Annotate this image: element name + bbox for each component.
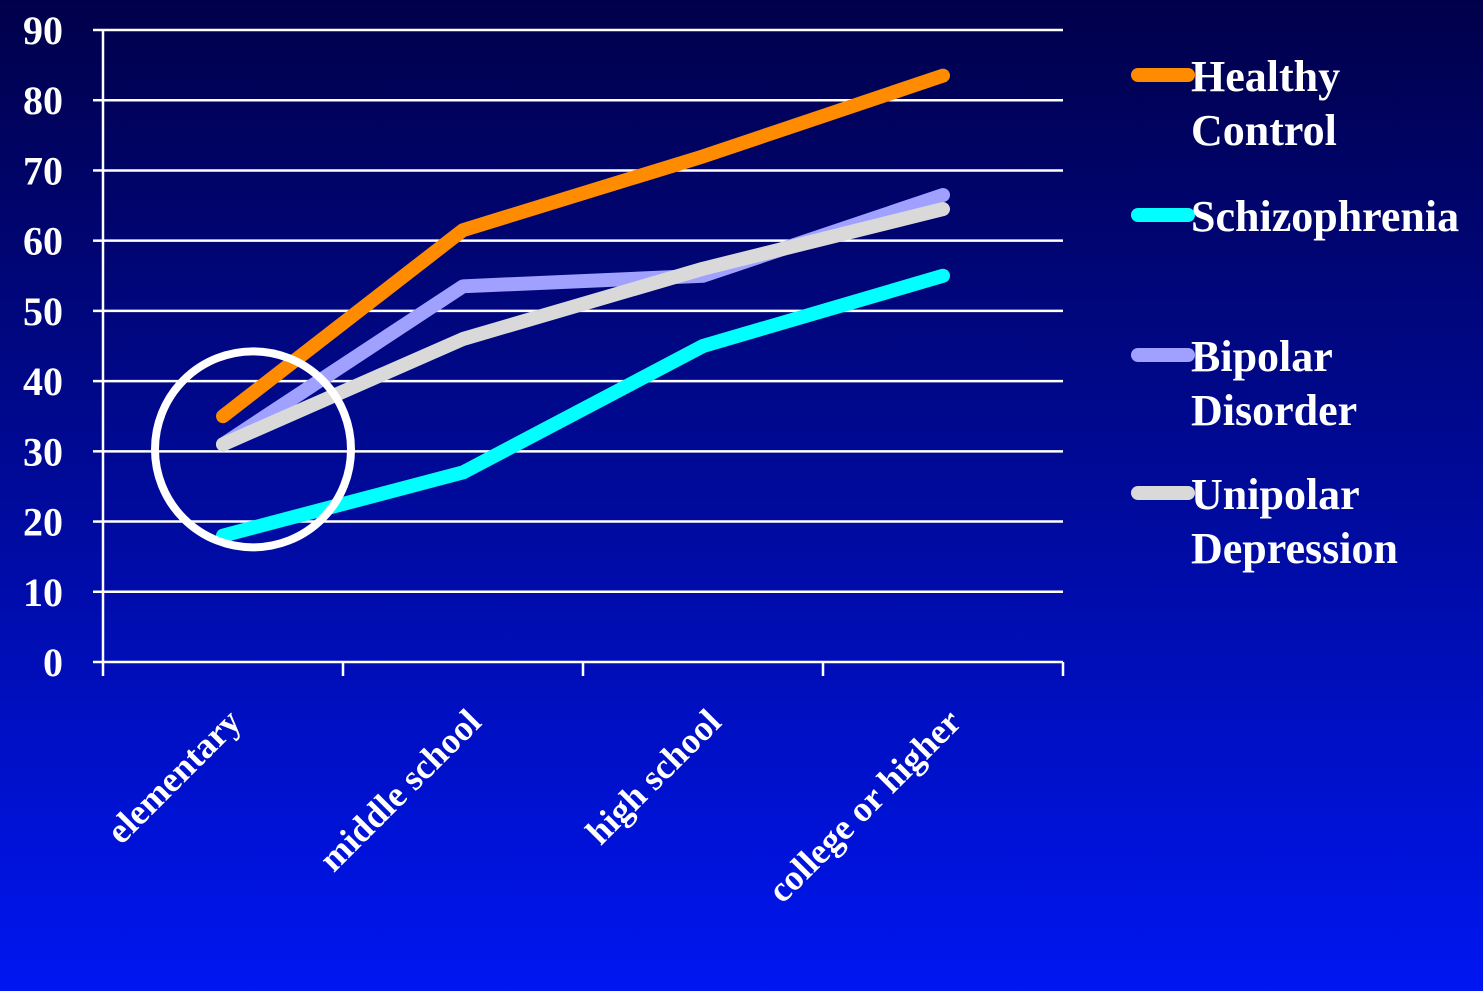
y-tick-label: 10 — [23, 570, 63, 615]
axes — [93, 28, 1065, 676]
legend-label: Control — [1191, 106, 1337, 155]
x-category-label: college or higher — [760, 701, 969, 910]
series-line — [216, 268, 950, 543]
y-tick-label: 70 — [23, 148, 63, 193]
x-category-label: elementary — [99, 701, 249, 851]
y-tick-label: 0 — [43, 640, 63, 685]
x-axis-category-labels: elementary middle school high school colleg… — [99, 701, 969, 910]
highlight-circle — [151, 347, 355, 552]
y-tick-label: 40 — [23, 359, 63, 404]
y-tick-label: 50 — [23, 289, 63, 334]
legend-label: Unipolar — [1191, 470, 1360, 519]
y-tick-label: 30 — [23, 429, 63, 474]
y-tick-label: 60 — [23, 219, 63, 264]
legend: Healthy Control Schizophrenia Bipolar Disord… — [1131, 52, 1459, 573]
series-line — [216, 202, 950, 452]
y-tick-label: 20 — [23, 500, 63, 545]
y-tick-label: 80 — [23, 78, 63, 123]
x-category-label: high school — [578, 701, 729, 852]
series-line — [216, 68, 950, 424]
legend-label: Disorder — [1191, 386, 1357, 435]
legend-label: Depression — [1191, 524, 1398, 573]
x-category-label: middle school — [311, 701, 489, 879]
legend-label: Bipolar — [1191, 332, 1333, 381]
legend-label: Healthy — [1191, 52, 1340, 101]
legend-label: Schizophrenia — [1191, 192, 1459, 241]
series-lines — [216, 68, 950, 543]
y-axis-tick-labels: 0 10 20 30 40 50 60 70 80 90 — [23, 8, 63, 685]
y-tick-label: 90 — [23, 8, 63, 53]
annotation-layer — [151, 347, 355, 552]
